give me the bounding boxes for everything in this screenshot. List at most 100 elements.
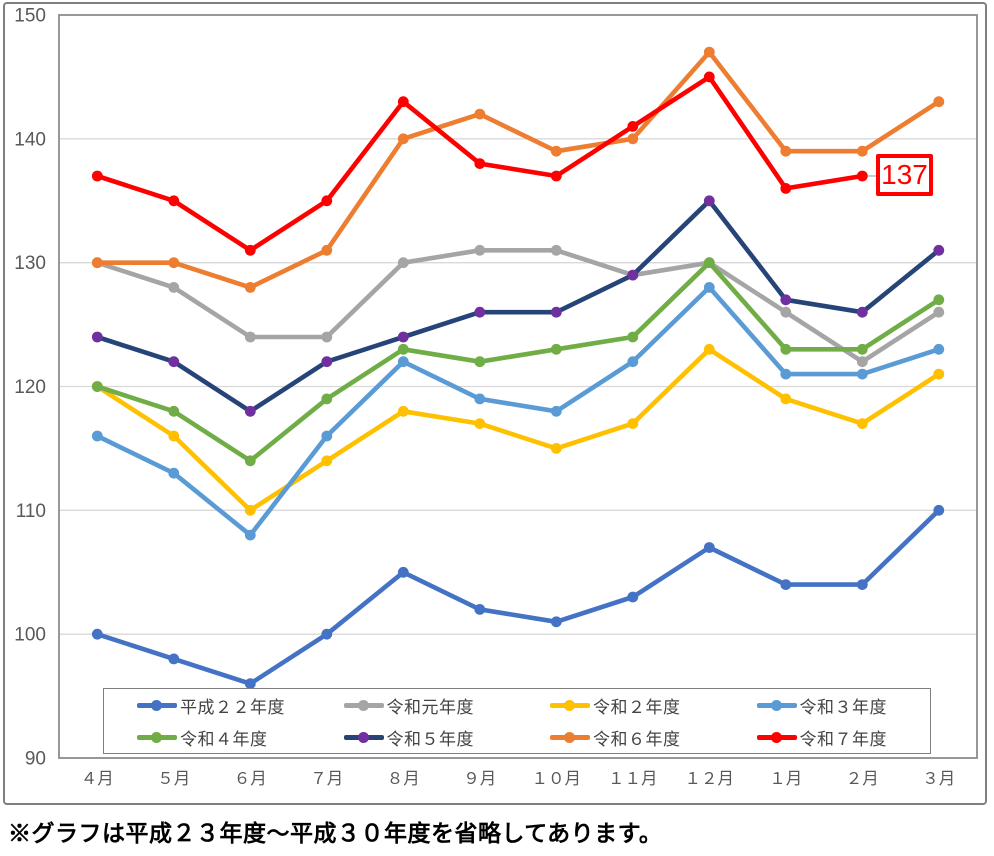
series-line-r06: [95, 49, 942, 290]
series-marker-r04-9: [780, 343, 792, 355]
series-marker-h22-1: [168, 653, 180, 665]
series-marker-r06-1: [168, 257, 180, 269]
series-marker-r05-1: [168, 356, 180, 368]
series-marker-r01-5: [474, 244, 486, 256]
series-marker-r06-4: [397, 133, 409, 145]
series-marker-r04-11: [933, 294, 945, 306]
series-marker-r05-9: [780, 294, 792, 306]
x-axis-tick-label: ４月: [81, 770, 114, 788]
series-line-r03: [95, 285, 942, 538]
series-line-r02: [95, 347, 942, 513]
series-marker-r03-11: [933, 343, 945, 355]
annotation-value: 137: [881, 159, 928, 190]
series-marker-r02-9: [780, 393, 792, 405]
series-marker-r04-10: [856, 343, 868, 355]
series-marker-r04-8: [703, 257, 715, 269]
series-marker-r06-5: [474, 108, 486, 120]
series-line-r04: [95, 260, 942, 464]
x-axis-tick-label: ８月: [387, 770, 420, 788]
series-marker-r01-6: [550, 244, 562, 256]
series-marker-r07-9: [780, 183, 792, 194]
series-marker-r03-1: [168, 467, 180, 479]
series-marker-r06-10: [856, 145, 868, 157]
series-marker-r04-4: [397, 343, 409, 355]
series-marker-r02-6: [550, 443, 562, 454]
legend-line-marker-icon: [550, 731, 590, 743]
series-marker-r01-10: [856, 356, 868, 368]
series-marker-h22-8: [703, 542, 715, 553]
x-axis-tick-label: １２月: [685, 770, 735, 788]
series-marker-h22-7: [627, 591, 639, 603]
series-marker-r04-2: [244, 455, 256, 467]
series-marker-r04-6: [550, 343, 562, 355]
legend-label: 平成２２年度: [180, 697, 285, 717]
series-marker-r01-1: [168, 282, 180, 293]
series-marker-r07-2: [244, 244, 256, 256]
series-marker-r07-10: [856, 170, 868, 182]
series-marker-r01-3: [321, 331, 333, 343]
y-axis-tick-label: 130: [14, 253, 46, 274]
series-line-r05: [95, 198, 942, 414]
chart-legend: 平成２２年度 令和元年度 令和２年度 令和３年度 令和４年度 令和５年度 令和６年度 令和７年…: [103, 688, 931, 754]
footnote-text: ※グラフは平成２３年度～平成３０年度を省略してあります。: [8, 820, 663, 846]
series-marker-r06-8: [703, 46, 715, 58]
legend-item-r04: 令和４年度: [104, 725, 311, 750]
series-marker-r03-7: [627, 356, 639, 368]
y-axis-tick-label: 90: [25, 749, 46, 770]
legend-label: 令和７年度: [799, 729, 887, 749]
x-axis-tick-label: ７月: [310, 770, 343, 788]
series-marker-r04-7: [627, 331, 639, 343]
legend-label: 令和３年度: [799, 697, 887, 717]
series-marker-r03-3: [321, 430, 333, 442]
series-marker-r02-4: [397, 405, 409, 417]
series-marker-r06-9: [780, 145, 792, 157]
series-marker-r02-10: [856, 418, 868, 429]
y-axis-tick-label: 120: [14, 377, 46, 398]
series-marker-r02-11: [933, 368, 945, 380]
y-axis-tick-label: 100: [14, 625, 46, 646]
series-marker-h22-10: [856, 579, 868, 590]
series-marker-h22-4: [397, 566, 409, 578]
series-marker-r06-11: [933, 96, 945, 108]
series-marker-r03-6: [550, 405, 562, 417]
series-marker-h22-0: [91, 628, 103, 640]
legend-line-marker-icon: [137, 731, 177, 743]
x-axis-tick-label: １１月: [608, 770, 658, 788]
x-axis-tick-label: ６月: [234, 770, 267, 788]
x-axis-tick-label: ５月: [157, 770, 190, 788]
series-marker-r01-4: [397, 257, 409, 269]
series-marker-h22-3: [321, 628, 333, 640]
series-marker-r01-9: [780, 306, 792, 318]
series-marker-r07-4: [397, 96, 409, 108]
legend-label: 令和元年度: [386, 697, 474, 717]
series-marker-r05-0: [91, 331, 103, 343]
x-axis-tick-label: ９月: [463, 770, 496, 788]
series-marker-r04-0: [91, 381, 103, 392]
series-marker-h22-9: [780, 579, 792, 590]
series-marker-r04-5: [474, 356, 486, 368]
legend-item-r07: 令和７年度: [724, 725, 931, 750]
series-marker-r02-8: [703, 343, 715, 355]
series-marker-r03-2: [244, 529, 256, 541]
series-marker-h22-2: [244, 678, 256, 690]
series-marker-r05-10: [856, 306, 868, 318]
legend-line-marker-icon: [756, 731, 797, 743]
x-axis-tick-label: ３月: [922, 770, 955, 788]
y-axis-tick-label: 150: [14, 6, 46, 27]
series-marker-r03-5: [474, 393, 486, 405]
legend-label: 令和４年度: [180, 729, 268, 749]
series-marker-r05-7: [627, 269, 639, 281]
annotation-box: 137: [876, 154, 933, 196]
legend-item-r05: 令和５年度: [311, 725, 518, 750]
series-marker-r01-2: [244, 331, 256, 343]
plot-border: [58, 14, 978, 759]
series-marker-r02-7: [627, 418, 639, 429]
series-marker-r06-6: [550, 145, 562, 157]
series-marker-r01-11: [933, 306, 945, 318]
series-marker-r06-3: [321, 244, 333, 256]
legend-line-marker-icon: [343, 731, 384, 743]
x-axis-tick-label: ２月: [846, 770, 879, 788]
line-chart-plot: 90 100 110 120 130 140 150 ４月 ５月 ６月 ７月 ８月 ９月 １０月 １１月 １２…: [14, 6, 978, 788]
series-marker-r07-6: [550, 170, 562, 182]
